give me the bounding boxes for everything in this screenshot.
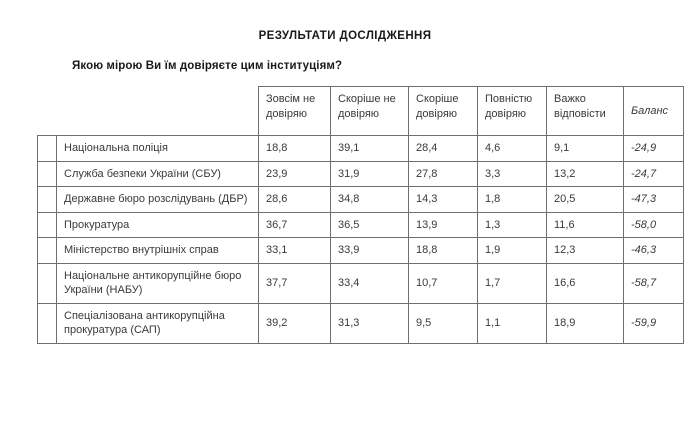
row-spacer-cell bbox=[37, 262, 57, 304]
institution-label: Державне бюро розслідувань (ДБР) bbox=[56, 186, 259, 213]
page-title: РЕЗУЛЬТАТИ ДОСЛІДЖЕННЯ bbox=[258, 30, 432, 42]
institution-label: Національна поліція bbox=[56, 135, 259, 162]
value-balance: -24,9 bbox=[623, 135, 684, 162]
institution-label: Прокуратура bbox=[56, 211, 259, 239]
institution-label: Служба безпеки України (СБУ) bbox=[56, 160, 259, 188]
value-rather-trust: 14,3 bbox=[408, 186, 478, 213]
value-hard-to-answer: 18,9 bbox=[546, 302, 624, 344]
value-hard-to-answer: 13,2 bbox=[546, 160, 624, 188]
value-rather-trust: 18,8 bbox=[408, 237, 478, 264]
value-hard-to-answer: 12,3 bbox=[546, 237, 624, 264]
value-rather-distrust: 34,8 bbox=[330, 186, 409, 213]
row-spacer-cell bbox=[37, 186, 57, 213]
value-fully-trust: 1,8 bbox=[477, 186, 547, 213]
value-balance: -46,3 bbox=[623, 237, 684, 264]
value-hard-to-answer: 11,6 bbox=[546, 211, 624, 239]
column-header-rather-trust: Скоріше довіряю bbox=[408, 86, 478, 136]
table-row: Служба безпеки України (СБУ) 23,9 31,9 2… bbox=[37, 160, 684, 188]
institution-label: Національне антикорупційне бюро України … bbox=[56, 262, 259, 304]
value-rather-trust: 27,8 bbox=[408, 160, 478, 188]
value-balance: -58,0 bbox=[623, 211, 684, 239]
value-rather-distrust: 36,5 bbox=[330, 211, 409, 239]
value-strongly-distrust: 33,1 bbox=[258, 237, 331, 264]
survey-question: Якою мірою Ви їм довіряєте цим інституці… bbox=[72, 60, 343, 72]
value-strongly-distrust: 28,6 bbox=[258, 186, 331, 213]
row-spacer-cell bbox=[37, 211, 57, 239]
row-spacer-cell bbox=[37, 237, 57, 264]
survey-results-table: Зовсім не довіряю Скоріше не довіряю Ско… bbox=[37, 86, 684, 344]
row-spacer-cell bbox=[37, 135, 57, 162]
row-spacer-cell bbox=[37, 302, 57, 344]
table-row: Національна поліція 18,8 39,1 28,4 4,6 9… bbox=[37, 135, 684, 162]
value-strongly-distrust: 18,8 bbox=[258, 135, 331, 162]
value-rather-distrust: 31,3 bbox=[330, 302, 409, 344]
value-rather-trust: 9,5 bbox=[408, 302, 478, 344]
table-row: Національне антикорупційне бюро України … bbox=[37, 262, 684, 304]
value-balance: -58,7 bbox=[623, 262, 684, 304]
value-balance: -59,9 bbox=[623, 302, 684, 344]
table-header-row: Зовсім не довіряю Скоріше не довіряю Ско… bbox=[38, 86, 684, 136]
institution-label: Міністерство внутрішніх справ bbox=[56, 237, 259, 264]
column-header-hard-to-answer: Важко відповісти bbox=[546, 86, 624, 136]
header-corner-spacer bbox=[38, 87, 57, 136]
table-row: Державне бюро розслідувань (ДБР) 28,6 34… bbox=[37, 186, 684, 213]
value-fully-trust: 3,3 bbox=[477, 160, 547, 188]
value-strongly-distrust: 39,2 bbox=[258, 302, 331, 344]
value-strongly-distrust: 23,9 bbox=[258, 160, 331, 188]
value-fully-trust: 1,1 bbox=[477, 302, 547, 344]
header-corner-institution bbox=[57, 87, 259, 136]
value-rather-trust: 13,9 bbox=[408, 211, 478, 239]
value-rather-distrust: 33,4 bbox=[330, 262, 409, 304]
column-header-rather-distrust: Скоріше не довіряю bbox=[330, 86, 409, 136]
value-rather-trust: 28,4 bbox=[408, 135, 478, 162]
row-spacer-cell bbox=[37, 160, 57, 188]
value-balance: -47,3 bbox=[623, 186, 684, 213]
value-fully-trust: 1,9 bbox=[477, 237, 547, 264]
institution-label: Спеціалізована антикорупційна прокуратур… bbox=[56, 302, 259, 344]
table-row: Спеціалізована антикорупційна прокуратур… bbox=[37, 302, 684, 344]
value-hard-to-answer: 9,1 bbox=[546, 135, 624, 162]
table-row: Прокуратура 36,7 36,5 13,9 1,3 11,6 -58,… bbox=[37, 211, 684, 239]
value-fully-trust: 1,3 bbox=[477, 211, 547, 239]
value-rather-trust: 10,7 bbox=[408, 262, 478, 304]
value-balance: -24,7 bbox=[623, 160, 684, 188]
value-hard-to-answer: 20,5 bbox=[546, 186, 624, 213]
value-fully-trust: 1,7 bbox=[477, 262, 547, 304]
value-hard-to-answer: 16,6 bbox=[546, 262, 624, 304]
value-fully-trust: 4,6 bbox=[477, 135, 547, 162]
column-header-balance: Баланс bbox=[623, 86, 684, 136]
column-header-fully-trust: Повністю довіряю bbox=[477, 86, 547, 136]
column-header-strongly-distrust: Зовсім не довіряю bbox=[258, 86, 331, 136]
table-row: Міністерство внутрішніх справ 33,1 33,9 … bbox=[37, 237, 684, 264]
value-rather-distrust: 33,9 bbox=[330, 237, 409, 264]
value-rather-distrust: 39,1 bbox=[330, 135, 409, 162]
value-rather-distrust: 31,9 bbox=[330, 160, 409, 188]
value-strongly-distrust: 37,7 bbox=[258, 262, 331, 304]
value-strongly-distrust: 36,7 bbox=[258, 211, 331, 239]
